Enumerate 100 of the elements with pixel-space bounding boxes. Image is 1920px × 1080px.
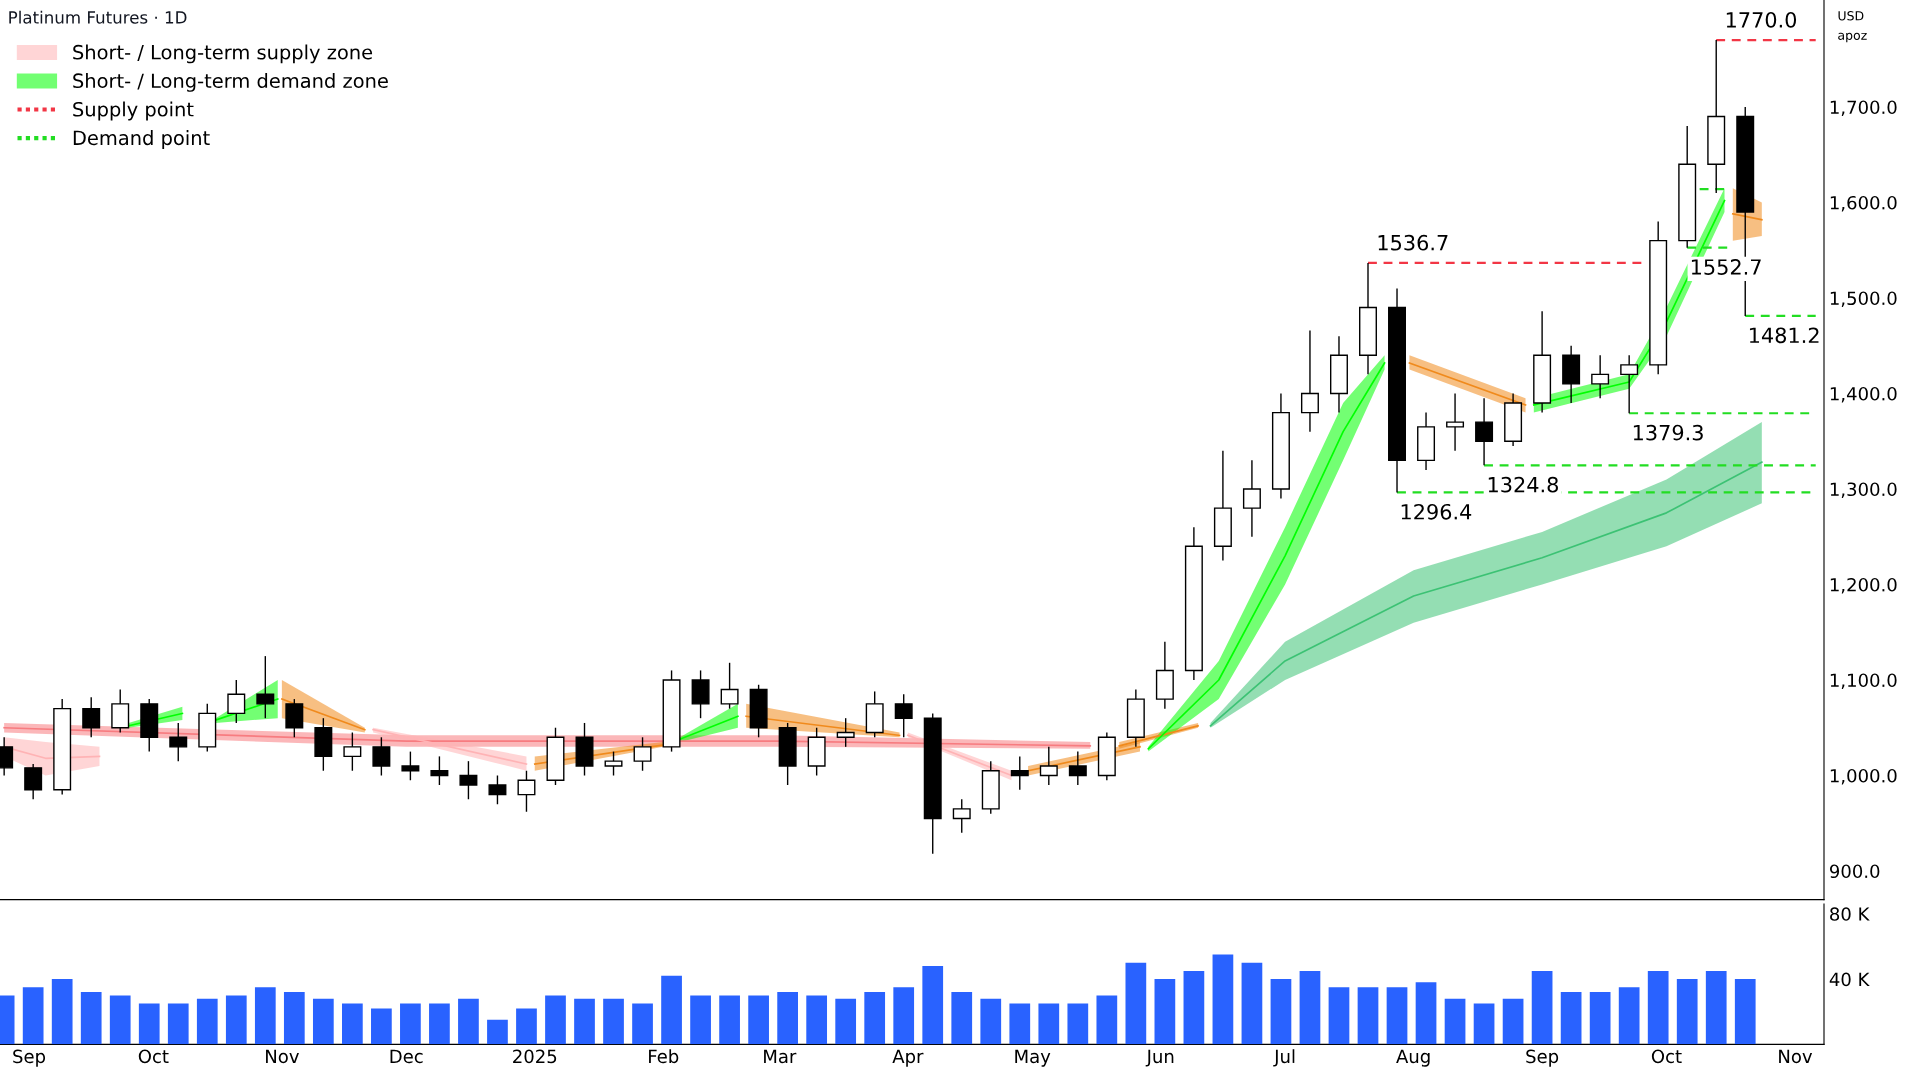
candlestick: [1039, 746, 1058, 786]
bar: [1038, 1003, 1060, 1045]
bar: [864, 992, 886, 1045]
y-tick-label: 900.0: [1830, 864, 1880, 879]
candlestick: [1475, 397, 1494, 466]
bar: [1328, 987, 1350, 1045]
bar: [1502, 998, 1524, 1045]
bar: [51, 979, 73, 1045]
candlestick: [604, 750, 623, 777]
bar: [1531, 970, 1553, 1045]
bar: [1357, 987, 1379, 1045]
chart-title: Platinum Futures · 1D: [9, 10, 187, 24]
bar: [400, 1003, 421, 1045]
text: apoz: [1838, 32, 1867, 43]
candlestick: [517, 770, 536, 813]
bar: [661, 975, 682, 1045]
bar: [1589, 992, 1611, 1045]
x-tick-label: Sep: [13, 1049, 46, 1067]
y-tick-label: 1,600.0: [1830, 195, 1897, 212]
bar: [1183, 970, 1205, 1045]
bar: [1299, 970, 1321, 1045]
candlestick: [82, 696, 101, 738]
annotation: 1324.8: [1488, 476, 1558, 493]
candlestick: [1242, 459, 1261, 538]
candlestick: [111, 688, 130, 734]
bar: [1009, 1003, 1031, 1045]
x-tick-label: Nov: [1779, 1049, 1813, 1064]
x-tick-label: Oct: [138, 1049, 169, 1064]
bar: [429, 1003, 450, 1045]
bar: [196, 998, 218, 1045]
bar: [1618, 987, 1640, 1045]
x-tick-label: 2025: [513, 1049, 557, 1064]
annotation: 1481.2: [1749, 327, 1819, 344]
y-tick-label: 1,100.0: [1830, 673, 1897, 689]
candlestick: [430, 755, 449, 786]
candlestick: [1068, 750, 1087, 786]
y-tick-label: 1,400.0: [1830, 386, 1897, 403]
x-tick-label: May: [1015, 1049, 1051, 1067]
bar: [893, 987, 915, 1045]
candlestick: [894, 693, 913, 738]
bar: [603, 998, 624, 1045]
candlestick: [633, 736, 652, 772]
x-tick-label: Feb: [649, 1049, 679, 1064]
x-tick-label: Apr: [892, 1049, 924, 1067]
x-tick-label: Aug: [1396, 1049, 1430, 1067]
candlestick: [691, 669, 710, 719]
annotation: 1296.4: [1401, 503, 1472, 520]
candlestick: [169, 722, 188, 762]
bar: [283, 992, 305, 1045]
bar: [1647, 970, 1669, 1045]
bar: [574, 998, 595, 1045]
bar: [690, 995, 711, 1045]
bar: [1415, 982, 1437, 1045]
bar: [748, 995, 769, 1045]
y-tick-label: 1,200.0: [1830, 577, 1897, 594]
bar: [1067, 1003, 1089, 1045]
legend-label: Short- / Long-term demand zone: [73, 73, 388, 92]
bar: [1386, 987, 1408, 1045]
bar: [342, 1003, 363, 1045]
bar: [980, 998, 1002, 1045]
y-tick-label: 1,500.0: [1830, 291, 1897, 307]
candlestick: [343, 731, 362, 772]
bar: [1154, 979, 1176, 1045]
x-tick-label: Mar: [764, 1049, 797, 1064]
bar: [487, 1019, 508, 1045]
bar: [138, 1003, 160, 1045]
bar: [1125, 962, 1147, 1045]
x-tick-label: Sep: [1526, 1049, 1559, 1067]
candlestick: [1620, 354, 1639, 414]
candlestick: [952, 798, 971, 834]
bar: [458, 998, 479, 1045]
bar: [1705, 970, 1727, 1045]
bar: [1676, 979, 1698, 1045]
y-tick-label: 80 K: [1830, 907, 1870, 921]
candlestick: [488, 774, 507, 805]
candlestick: [836, 717, 855, 748]
bar: [1241, 962, 1263, 1045]
annotation: 1552.7: [1691, 259, 1761, 275]
candlestick: [227, 679, 246, 724]
bar: [1212, 954, 1234, 1045]
bar: [225, 995, 247, 1045]
annotation: 1770.0: [1726, 11, 1797, 28]
candlestick: [1591, 354, 1610, 399]
annotation: 1379.3: [1633, 424, 1703, 441]
bar: [167, 1003, 189, 1045]
bar: [777, 992, 798, 1045]
bar: [80, 992, 102, 1045]
bar: [719, 995, 740, 1045]
bar: [806, 995, 828, 1045]
x-tick-label: Oct: [1651, 1049, 1682, 1064]
y-tick-label: 40 K: [1829, 972, 1870, 987]
annotation: 1536.7: [1378, 234, 1448, 251]
bar: [632, 1003, 653, 1045]
bar: [1560, 992, 1582, 1045]
bar: [1270, 979, 1292, 1045]
y-tick-label: 1,300.0: [1830, 482, 1897, 498]
x-tick-label: Dec: [390, 1049, 423, 1064]
bar: [835, 998, 857, 1045]
candlestick: [1446, 392, 1465, 452]
bar: [1096, 995, 1118, 1045]
